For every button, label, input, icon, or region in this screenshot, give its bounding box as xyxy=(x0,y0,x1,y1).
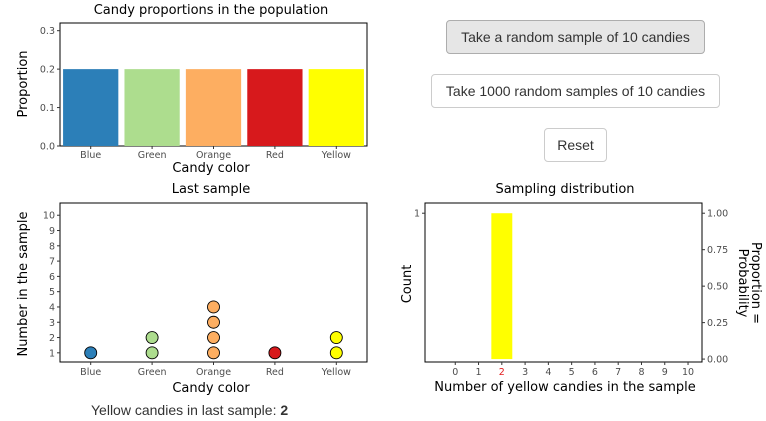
population-bar-green xyxy=(124,69,180,146)
population-bar-yellow xyxy=(308,69,364,146)
sampling-distribution-y2-tick-label: 0.50 xyxy=(707,282,728,293)
sampling-distribution-x-tick-label: 5 xyxy=(569,367,575,378)
population-y-axis-label: Proportion xyxy=(16,50,31,117)
sampling-distribution-chart: Sampling distribution 1 0.00 0.25 0.50 0.75… xyxy=(400,182,763,395)
population-x-tick-label: Blue xyxy=(80,150,101,161)
sampling-distribution-x-tick-label: 6 xyxy=(592,367,598,378)
yellow-count-value: 2 xyxy=(280,402,289,418)
last-sample-x-tick-label: Green xyxy=(138,367,167,378)
last-sample-chart: Last sample 1 2 3 4 5 6 7 8 9 10 Blue Green Orange R… xyxy=(16,182,368,396)
population-x-tick-label: Red xyxy=(266,150,284,161)
sampling-distribution-x-tick-label: 4 xyxy=(545,367,551,378)
sampling-distribution-x-tick-label: 7 xyxy=(615,367,621,378)
last-sample-y-tick-label: 4 xyxy=(49,302,55,313)
population-bar-red xyxy=(247,69,303,146)
last-sample-y-tick-label: 5 xyxy=(49,287,55,298)
last-sample-dot-orange xyxy=(207,331,220,344)
sampling-distribution-y2-tick-label: 0.00 xyxy=(707,355,728,366)
yellow-count-summary: Yellow candies in last sample: 2 xyxy=(91,402,288,418)
last-sample-y-tick-label: 2 xyxy=(49,333,55,344)
last-sample-dot-orange xyxy=(207,300,220,314)
population-x-tick-label: Yellow xyxy=(321,150,351,161)
sampling-distribution-x-tick-label: 9 xyxy=(662,367,668,378)
sampling-distribution-x-tick-label: 10 xyxy=(682,367,694,378)
last-sample-dot-yellow xyxy=(329,331,343,344)
population-y-tick-label: 0.0 xyxy=(40,142,55,153)
last-sample-y-axis-label: Number in the sample xyxy=(16,211,31,356)
last-sample-dot-green xyxy=(145,346,159,360)
last-sample-y-tick-label: 1 xyxy=(49,348,55,359)
last-sample-y-tick-label: 8 xyxy=(49,241,55,252)
yellow-count-label: Yellow candies in last sample: xyxy=(91,402,277,418)
last-sample-x-tick-label: Orange xyxy=(196,367,231,378)
sampling-distribution-plot-panel xyxy=(424,202,703,363)
take-one-sample-button[interactable]: Take a random sample of 10 candies xyxy=(446,20,705,54)
sampling-distribution-title: Sampling distribution xyxy=(495,182,634,197)
sampling-distribution-y2-tick-label: 1.00 xyxy=(707,209,728,220)
sampling-distribution-x-tick-label: 3 xyxy=(522,367,528,378)
population-y-tick-label: 0.1 xyxy=(40,103,55,114)
sampling-distribution-y-tick-label: 1 xyxy=(414,209,420,220)
sampling-distribution-bar xyxy=(491,213,513,360)
last-sample-y-tick-label: 3 xyxy=(49,318,55,329)
last-sample-dot-green xyxy=(145,331,159,344)
last-sample-dot-blue xyxy=(84,346,98,360)
reset-button[interactable]: Reset xyxy=(544,128,607,162)
last-sample-y-tick-label: 7 xyxy=(49,257,55,268)
population-y-tick-label: 0.3 xyxy=(40,26,55,37)
last-sample-x-tick-label: Yellow xyxy=(321,367,351,378)
population-proportion-chart: Candy proportions in the population 0.0 0… xyxy=(16,3,368,176)
population-x-axis-label: Candy color xyxy=(172,161,250,176)
take-1000-samples-button[interactable]: Take 1000 random samples of 10 candies xyxy=(431,74,720,108)
population-x-tick-label: Orange xyxy=(196,150,231,161)
population-chart-title: Candy proportions in the population xyxy=(94,3,329,18)
last-sample-x-tick-label: Red xyxy=(266,367,284,378)
population-bar-blue xyxy=(63,69,119,146)
last-sample-dot-orange xyxy=(207,346,220,360)
last-sample-dot-red xyxy=(268,346,282,360)
last-sample-chart-title: Last sample xyxy=(172,182,250,197)
last-sample-dot-orange xyxy=(207,315,220,329)
sampling-distribution-x-tick-label: 0 xyxy=(452,367,458,378)
sampling-distribution-y2-tick-label: 0.75 xyxy=(707,245,728,256)
sampling-distribution-x-tick-label: 1 xyxy=(476,367,482,378)
last-sample-x-tick-label: Blue xyxy=(80,367,101,378)
population-bar-orange xyxy=(185,69,242,146)
sampling-distribution-x-tick-label: 8 xyxy=(638,367,644,378)
last-sample-y-tick-label: 6 xyxy=(49,272,55,283)
population-y-tick-label: 0.2 xyxy=(40,65,55,76)
sampling-distribution-y2-tick-label: 0.25 xyxy=(707,318,728,329)
last-sample-y-tick-label: 10 xyxy=(43,211,55,222)
sampling-distribution-y-axis-label: Count xyxy=(400,265,415,304)
last-sample-x-axis-label: Candy color xyxy=(172,381,250,396)
sampling-distribution-y2-axis-label: Proportion =Probability xyxy=(735,242,763,324)
sampling-distribution-x-axis-label: Number of yellow candies in the sample xyxy=(434,380,696,395)
last-sample-dot-yellow xyxy=(329,346,343,360)
population-x-tick-label: Green xyxy=(138,150,167,161)
last-sample-y-tick-label: 9 xyxy=(49,226,55,237)
sampling-distribution-x-tick-label: 2 xyxy=(499,367,505,378)
